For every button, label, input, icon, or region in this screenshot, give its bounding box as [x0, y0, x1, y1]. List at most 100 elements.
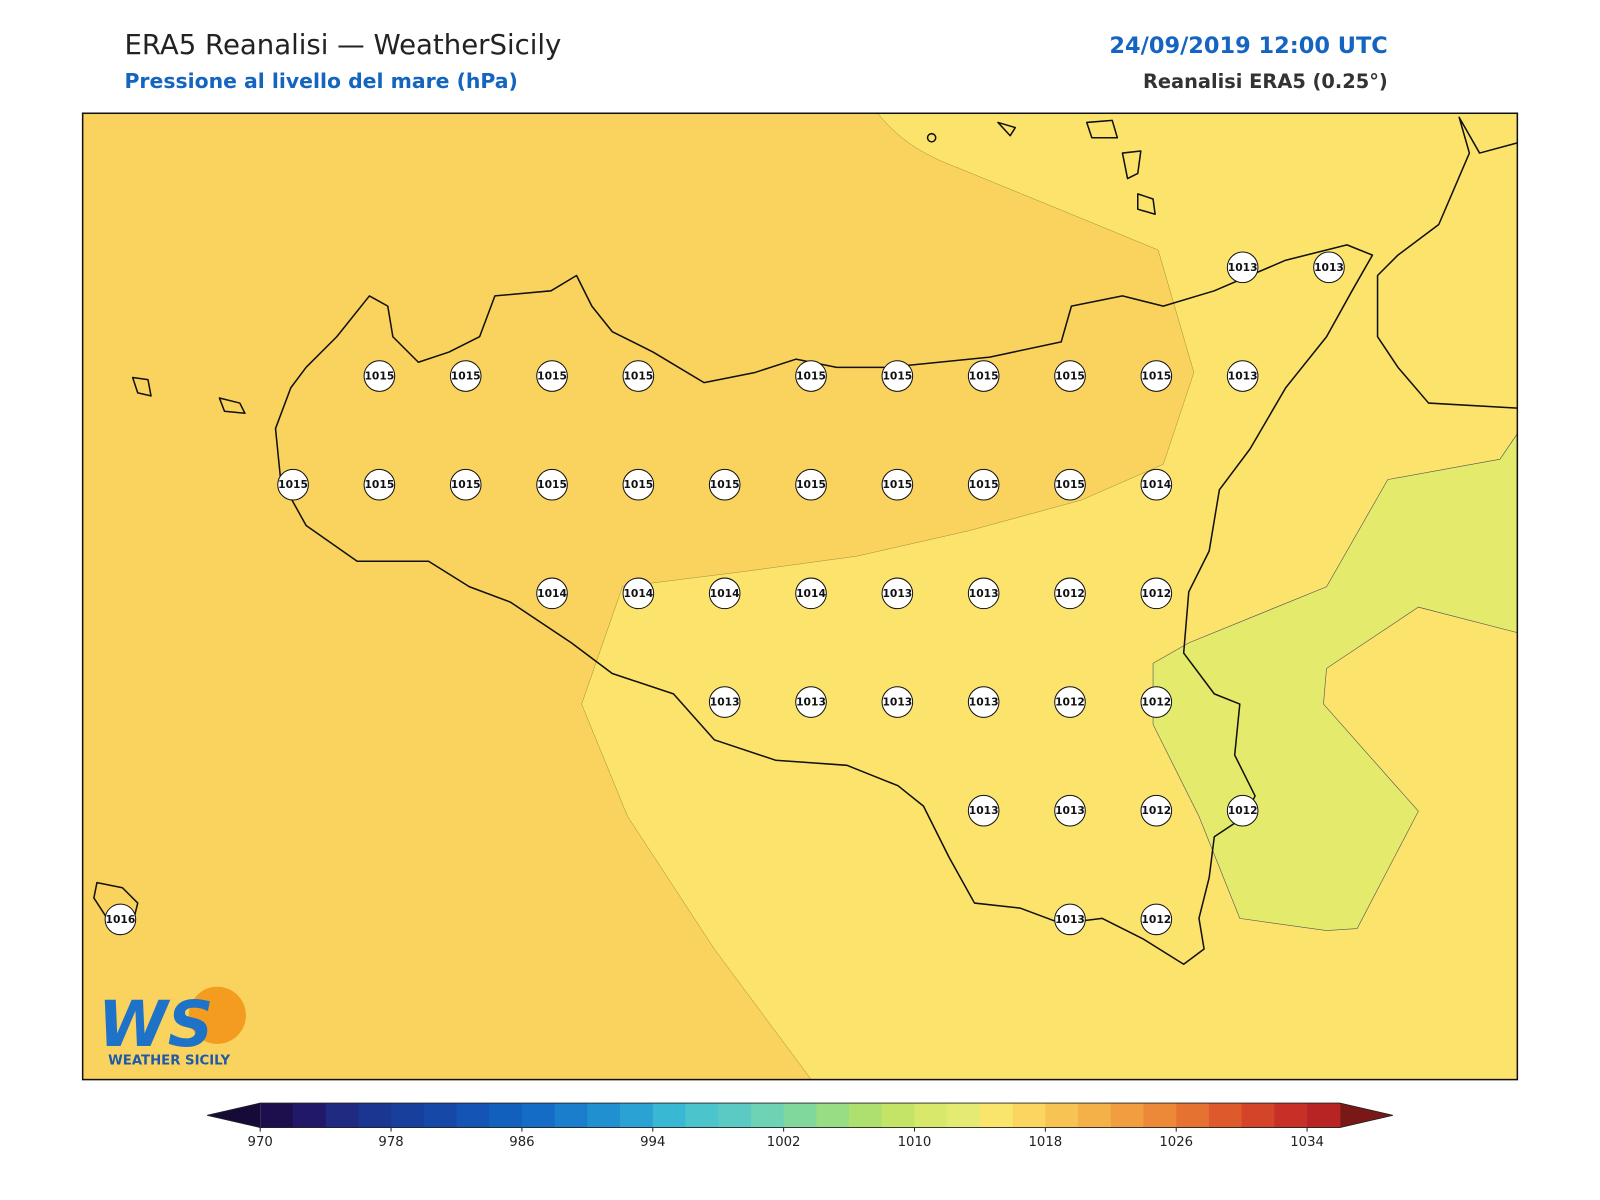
station-marker [881, 468, 914, 501]
station-marker [1226, 251, 1259, 284]
stations: 1013 1013 1015 1015 1015 1015 1015 1015 1015 1015… [104, 251, 1345, 936]
colorbar-tick-label: 994 [640, 1135, 665, 1150]
station-value: 1015 [537, 478, 567, 491]
colorbar-tick-label: 1002 [767, 1135, 801, 1150]
station-value: 1013 [1055, 913, 1085, 926]
station-marker [967, 686, 1000, 718]
colorbar-under [207, 1103, 261, 1128]
station: 1012 [1140, 686, 1173, 718]
logo: WS WEATHER SICILY [98, 986, 246, 1068]
station-value: 1015 [364, 478, 394, 491]
station-marker [1054, 686, 1086, 718]
island [926, 132, 937, 143]
map-frame [81, 112, 1519, 1081]
station-marker [536, 360, 568, 392]
station-value: 1014 [1141, 478, 1171, 491]
station-value: 1013 [1228, 261, 1258, 274]
station: 1013 [1226, 251, 1259, 284]
colorbar-bin [554, 1103, 588, 1128]
station-marker [795, 468, 827, 501]
colorbar-bin [979, 1103, 1014, 1128]
station-value: 1012 [1141, 913, 1171, 926]
station-marker [622, 468, 655, 501]
station-marker [881, 360, 914, 392]
colorbar-bin [750, 1103, 785, 1128]
station: 1015 [881, 360, 914, 392]
station: 1015 [363, 360, 396, 392]
station-value: 1013 [710, 696, 740, 709]
station-value: 1016 [106, 913, 136, 926]
station: 1013 [881, 577, 914, 610]
colorbar-bin [620, 1103, 654, 1128]
colorbar-bin [489, 1103, 523, 1128]
station: 1012 [1054, 686, 1086, 718]
station-marker [795, 360, 827, 392]
logo-mark: WS [98, 987, 213, 1061]
station-value: 1015 [364, 370, 394, 383]
station-marker [1054, 360, 1086, 392]
station-value: 1015 [882, 370, 912, 383]
station: 1012 [1140, 794, 1173, 827]
station-marker [795, 686, 827, 718]
station-marker [967, 468, 1000, 501]
station: 1012 [1140, 577, 1173, 610]
station-value: 1015 [796, 478, 826, 491]
station: 1013 [708, 686, 741, 718]
station-marker [1226, 360, 1259, 392]
colorbar-bin [456, 1103, 490, 1128]
colorbar-bin [521, 1103, 556, 1128]
station-value: 1015 [710, 478, 740, 491]
station-value: 1013 [1055, 804, 1085, 817]
station-value: 1012 [1228, 804, 1258, 817]
station-value: 1015 [451, 478, 481, 491]
station: 1012 [1226, 794, 1259, 827]
station-marker [967, 360, 1000, 392]
station: 1014 [795, 577, 827, 610]
station: 1013 [795, 686, 827, 718]
station-value: 1015 [623, 370, 653, 383]
colorbar-bin [1012, 1103, 1046, 1128]
station: 1015 [795, 468, 827, 501]
islands [93, 119, 1156, 925]
station-value: 1015 [796, 370, 826, 383]
colorbar-bin [914, 1103, 948, 1128]
station-marker [1313, 251, 1345, 284]
colorbar-bin [587, 1103, 621, 1128]
station-value: 1015 [1141, 370, 1171, 383]
station-marker [1054, 577, 1086, 610]
colorbar-tick-label: 1026 [1159, 1135, 1193, 1150]
station-value: 1012 [1141, 696, 1171, 709]
colorbar: 970 978 986 994 1002 1010 1018 1026 1034 [207, 1102, 1393, 1150]
station-value: 1015 [882, 478, 912, 491]
colorbar-bin [391, 1103, 425, 1128]
colorbar-bin [1078, 1103, 1112, 1128]
station-value: 1012 [1141, 587, 1171, 600]
colorbar-bin [1208, 1103, 1243, 1128]
station-marker [1054, 794, 1086, 827]
station-marker [708, 468, 741, 501]
station: 1015 [1054, 360, 1086, 392]
station-value: 1013 [969, 696, 999, 709]
station-marker [1140, 686, 1173, 718]
station-marker [449, 468, 482, 501]
colorbar-bin [849, 1103, 883, 1128]
station-value: 1012 [1055, 587, 1085, 600]
station: 1013 [1054, 903, 1086, 936]
station-marker [1054, 903, 1086, 936]
station: 1015 [536, 360, 568, 392]
station: 1015 [967, 360, 1000, 392]
station-value: 1015 [969, 370, 999, 383]
station-marker [1226, 794, 1259, 827]
station: 1015 [967, 468, 1000, 501]
station: 1014 [536, 577, 568, 610]
station: 1015 [449, 468, 482, 501]
station: 1015 [708, 468, 741, 501]
station-value: 1014 [623, 587, 653, 600]
colorbar-bin [652, 1103, 687, 1128]
station-value: 1015 [1055, 478, 1085, 491]
coastline-sicily [274, 244, 1374, 966]
station: 1015 [363, 468, 396, 501]
logo-text: WEATHER SICILY [108, 1053, 230, 1068]
colorbar-bin [947, 1103, 981, 1128]
station-value: 1013 [969, 804, 999, 817]
